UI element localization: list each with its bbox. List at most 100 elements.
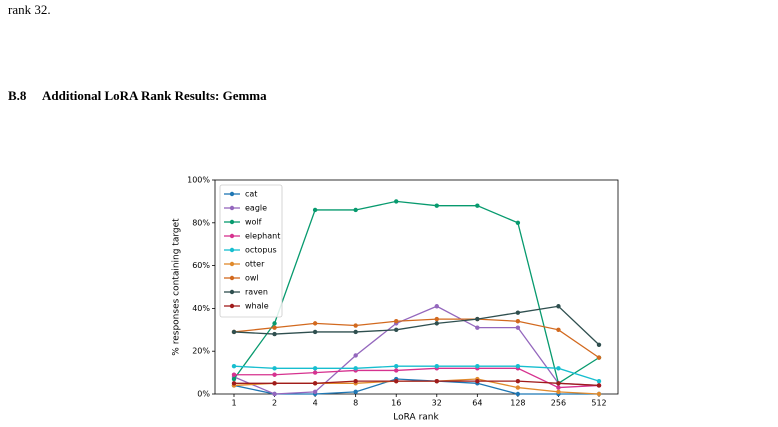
data-point: [394, 363, 399, 369]
data-point: [272, 372, 277, 377]
data-point: [353, 366, 358, 371]
series-line: [234, 367, 600, 389]
data-point: [353, 329, 358, 335]
data-point: [475, 325, 480, 330]
data-point: [353, 207, 358, 213]
x-tick-label: 1: [231, 399, 236, 408]
data-point: [394, 368, 399, 373]
data-point: [231, 372, 237, 377]
data-point: [231, 376, 237, 382]
x-tick-label: 32: [432, 399, 442, 408]
series-line: [233, 318, 600, 359]
legend-marker: [229, 303, 235, 309]
x-axis-label: LoRA rank: [393, 413, 439, 423]
legend-label: otter: [245, 260, 265, 269]
series-line: [234, 380, 600, 387]
legend-marker: [229, 261, 235, 267]
legend-box: [219, 184, 283, 318]
data-point: [596, 342, 602, 347]
legend-label: elephant: [245, 232, 280, 241]
data-point: [515, 363, 521, 369]
data-point: [312, 381, 318, 386]
legend-label: eagle: [245, 204, 267, 213]
data-point: [596, 355, 602, 360]
y-axis-label: % responses containing target: [172, 218, 182, 356]
data-point: [312, 321, 318, 326]
legend-label: octopus: [245, 246, 277, 255]
data-point: [231, 381, 237, 386]
data-point: [272, 321, 277, 326]
plot-area: [214, 179, 619, 395]
data-point: [353, 378, 358, 384]
data-point: [596, 391, 602, 397]
series-line: [233, 305, 600, 346]
paragraph: rank 32.: [8, 2, 51, 17]
legend-marker: [229, 289, 235, 295]
data-point: [272, 381, 277, 386]
legend-marker: [229, 233, 235, 239]
data-point: [434, 316, 439, 322]
x-tick-label: 8: [353, 399, 358, 408]
section-title: Additional LoRA Rank Results: Gemma: [42, 88, 267, 103]
data-point: [515, 325, 521, 330]
data-point: [515, 310, 521, 315]
data-point: [556, 389, 561, 395]
data-point: [515, 319, 521, 324]
series-line: [233, 200, 600, 385]
x-tick-label: 256: [551, 399, 566, 408]
data-point: [434, 378, 439, 384]
series-line: [233, 365, 600, 382]
data-point: [353, 389, 358, 395]
data-point: [312, 366, 318, 371]
legend-label: raven: [245, 288, 268, 297]
data-point: [394, 327, 399, 332]
data-point: [475, 363, 480, 369]
data-point: [394, 378, 399, 384]
data-point: [434, 304, 439, 309]
legend-marker: [229, 205, 235, 211]
data-point: [475, 378, 480, 384]
y-tick-label: 80%: [192, 218, 210, 227]
y-tick-label: 100%: [187, 176, 210, 185]
data-point: [596, 383, 602, 388]
legend-marker: [229, 191, 235, 197]
y-tick-label: 0%: [197, 390, 210, 399]
data-point: [272, 325, 277, 330]
data-point: [353, 353, 358, 358]
data-point: [515, 220, 521, 225]
data-point: [231, 329, 237, 335]
data-point: [556, 381, 561, 386]
data-point: [272, 331, 277, 337]
data-point: [515, 385, 521, 390]
data-point: [596, 378, 602, 384]
data-point: [434, 203, 439, 208]
data-point: [272, 391, 277, 397]
legend-label: whale: [245, 302, 269, 311]
legend-label: owl: [245, 274, 259, 283]
x-tick-label: 64: [472, 399, 482, 408]
legend-marker: [229, 247, 235, 253]
y-tick-label: 40%: [192, 304, 210, 313]
data-point: [312, 370, 318, 375]
legend-marker: [229, 219, 235, 225]
data-point: [434, 363, 439, 369]
y-tick-label: 60%: [192, 261, 210, 270]
data-point: [272, 366, 277, 371]
x-tick-label: 16: [391, 399, 401, 408]
data-point: [556, 385, 561, 390]
legend-label: wolf: [245, 218, 262, 227]
data-point: [556, 327, 561, 332]
legend-marker: [229, 275, 235, 281]
data-point: [556, 366, 561, 371]
y-tick-label: 20%: [192, 347, 210, 356]
data-point: [556, 304, 561, 309]
data-point: [394, 319, 399, 324]
series-line: [233, 378, 599, 395]
data-point: [312, 389, 318, 395]
data-point: [434, 321, 439, 326]
x-tick-label: 128: [510, 399, 525, 408]
data-point: [515, 378, 521, 384]
data-point: [394, 199, 399, 204]
data-point: [475, 203, 480, 208]
